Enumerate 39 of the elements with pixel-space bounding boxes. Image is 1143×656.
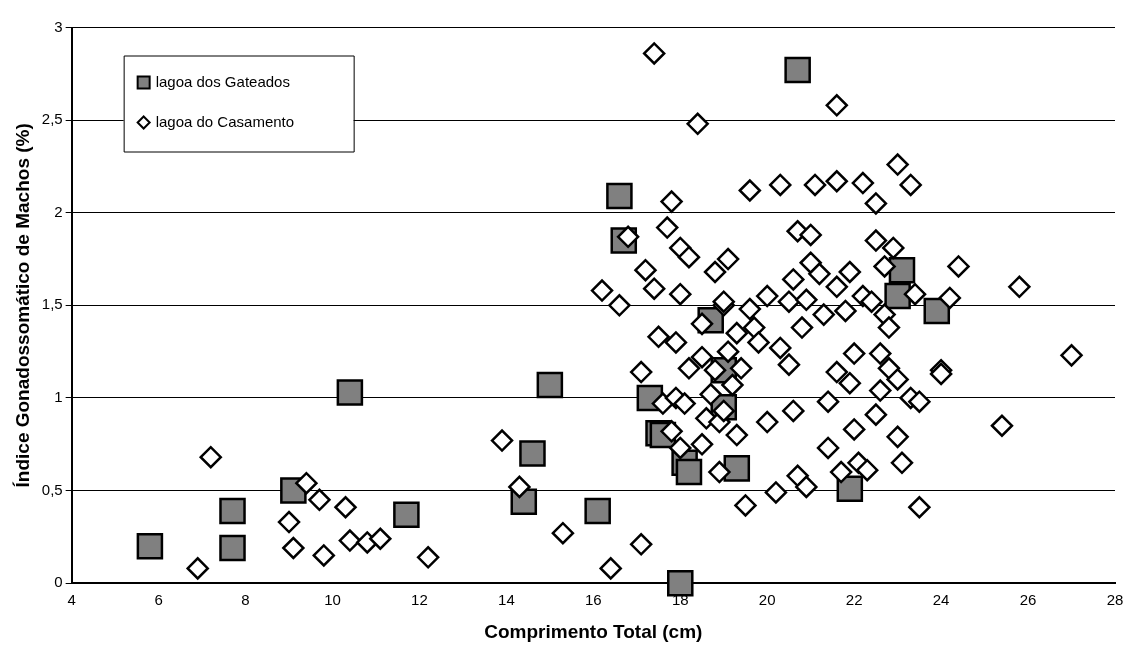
x-tick-label: 24 bbox=[932, 591, 950, 609]
point bbox=[536, 371, 564, 399]
point bbox=[923, 297, 951, 325]
legend-label: lagoa dos Gateados bbox=[155, 72, 290, 90]
y-axis-title: Índice Gonadossomático de Machos (%) bbox=[11, 123, 33, 488]
x-tick-label: 26 bbox=[1019, 591, 1037, 609]
point bbox=[519, 440, 546, 467]
point bbox=[393, 501, 420, 528]
x-tick-label: 20 bbox=[758, 591, 776, 609]
point bbox=[336, 379, 364, 406]
x-tick-label: 16 bbox=[584, 591, 602, 609]
point bbox=[219, 534, 246, 562]
point bbox=[136, 532, 164, 560]
x-tick-label: 14 bbox=[498, 591, 515, 609]
y-tick-label: 2 bbox=[54, 202, 63, 220]
x-tick-label: 4 bbox=[67, 591, 76, 609]
point bbox=[219, 497, 246, 525]
point bbox=[836, 475, 864, 502]
x-tick-label: 8 bbox=[241, 591, 250, 609]
point bbox=[884, 282, 911, 310]
point bbox=[723, 455, 751, 482]
point bbox=[675, 458, 703, 486]
point bbox=[606, 182, 633, 210]
x-tick-label: 6 bbox=[154, 591, 163, 609]
x-axis-title: Comprimento Total (cm) bbox=[484, 620, 703, 642]
legend-label: lagoa do Casamento bbox=[155, 112, 295, 130]
point bbox=[584, 497, 611, 525]
y-tick-label: 0,5 bbox=[41, 480, 63, 498]
y-tick-label: 3 bbox=[54, 17, 63, 35]
x-tick-label: 12 bbox=[411, 591, 428, 609]
y-tick-label: 2,5 bbox=[41, 110, 63, 128]
point bbox=[667, 569, 694, 597]
x-tick-label: 22 bbox=[845, 591, 863, 609]
point bbox=[784, 56, 811, 84]
x-tick-label: 10 bbox=[324, 591, 341, 609]
y-tick-label: 0 bbox=[54, 573, 63, 591]
y-tick-label: 1 bbox=[54, 388, 63, 406]
y-tick-label: 1,5 bbox=[41, 295, 63, 313]
x-tick-label: 28 bbox=[1106, 591, 1124, 609]
